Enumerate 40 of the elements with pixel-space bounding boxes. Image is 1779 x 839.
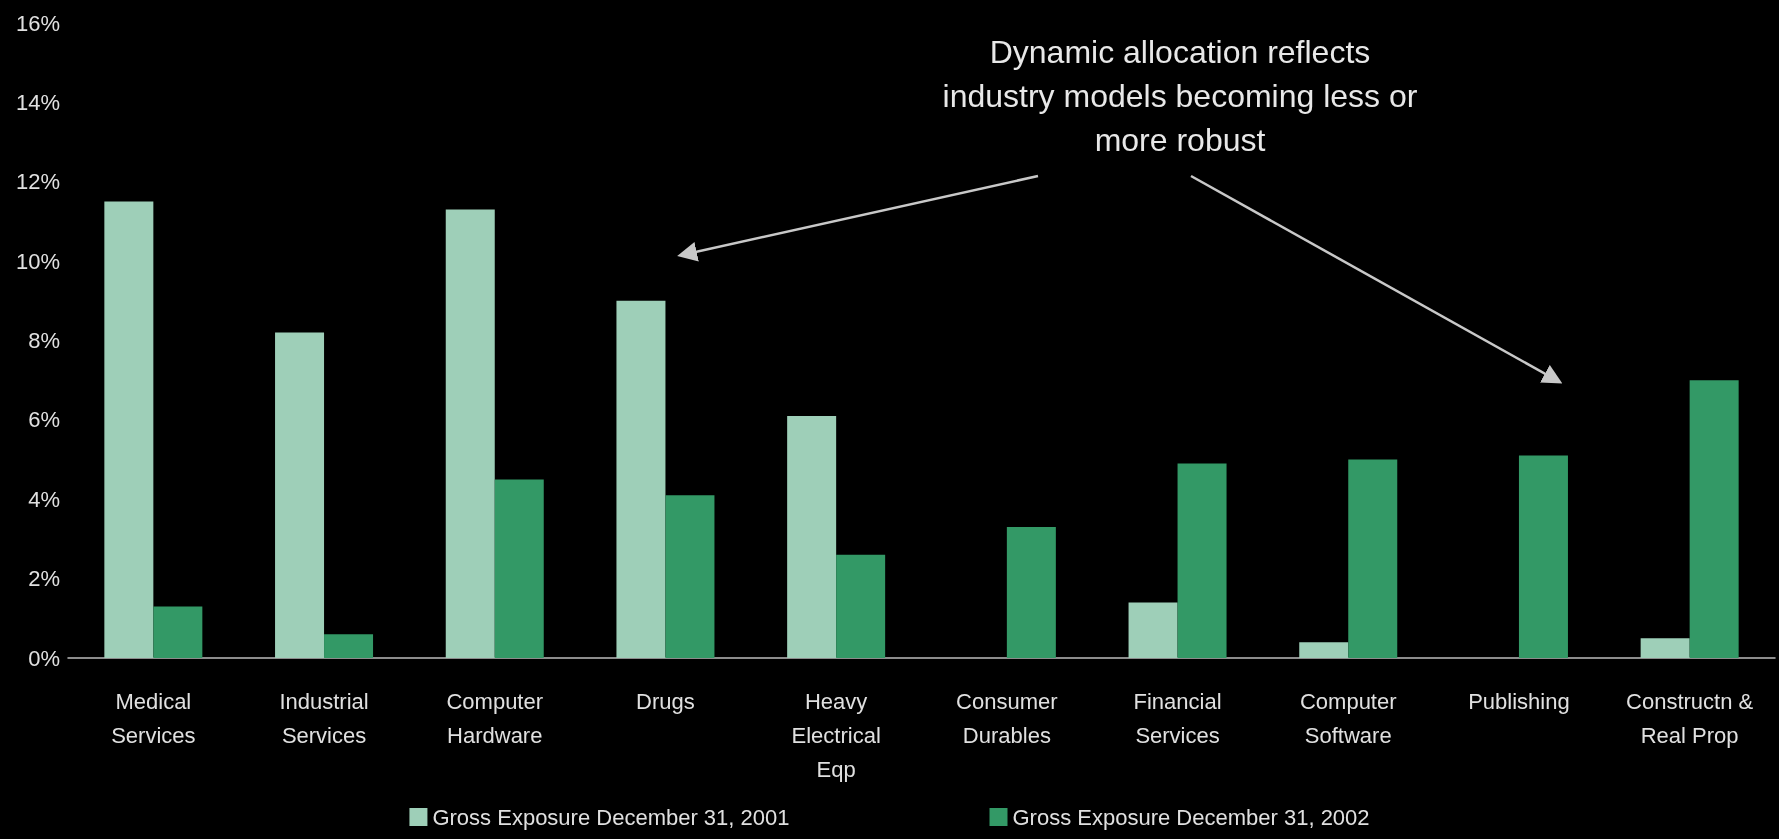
y-tick-label: 0%: [28, 645, 60, 671]
x-tick-label: Drugs: [636, 688, 695, 714]
annotation: Dynamic allocation reflects industry models becoming less or more robust: [941, 33, 1419, 160]
bar: [616, 300, 666, 658]
x-tick-label: Financial Services: [1133, 688, 1222, 748]
bar: [787, 415, 837, 658]
y-tick-label: 14%: [15, 89, 60, 115]
x-tick-label: Medical Services: [111, 688, 196, 748]
bar: [1128, 602, 1178, 658]
x-tick-label: Computer Software: [1299, 688, 1397, 748]
y-tick-label: 4%: [28, 486, 60, 512]
bar: [1006, 527, 1056, 658]
bar: [1348, 459, 1398, 658]
bar: [494, 479, 544, 658]
legend-label: Gross Exposure December 31, 2001: [432, 804, 790, 830]
x-tick-label: Consumer Durables: [956, 688, 1058, 748]
bar: [275, 332, 325, 658]
x-tick-label: Publishing: [1468, 688, 1570, 714]
bar: [1177, 463, 1227, 658]
bar: [1299, 642, 1349, 658]
bar: [665, 495, 715, 658]
x-tick-label: Constructn & Real Prop: [1626, 688, 1754, 748]
bar: [836, 554, 886, 658]
y-tick-label: 2%: [28, 566, 60, 592]
x-tick-label: Computer Hardware: [446, 688, 544, 748]
y-tick-label: 16%: [15, 10, 60, 36]
bar: [1689, 380, 1739, 658]
x-tick-label: Industrial Services: [279, 688, 369, 748]
y-tick-label: 12%: [15, 169, 60, 195]
bar: [1518, 455, 1568, 658]
bar: [445, 209, 495, 658]
bar: [324, 634, 374, 658]
legend-label: Gross Exposure December 31, 2002: [1012, 804, 1370, 830]
bar: [153, 606, 203, 658]
y-tick-label: 8%: [28, 328, 60, 353]
y-tick-label: 10%: [15, 248, 60, 274]
bar: [1640, 638, 1690, 658]
bar: [104, 201, 154, 658]
x-tick-label: Heavy Electrical Eqp: [791, 688, 881, 782]
y-tick-label: 6%: [28, 407, 60, 433]
